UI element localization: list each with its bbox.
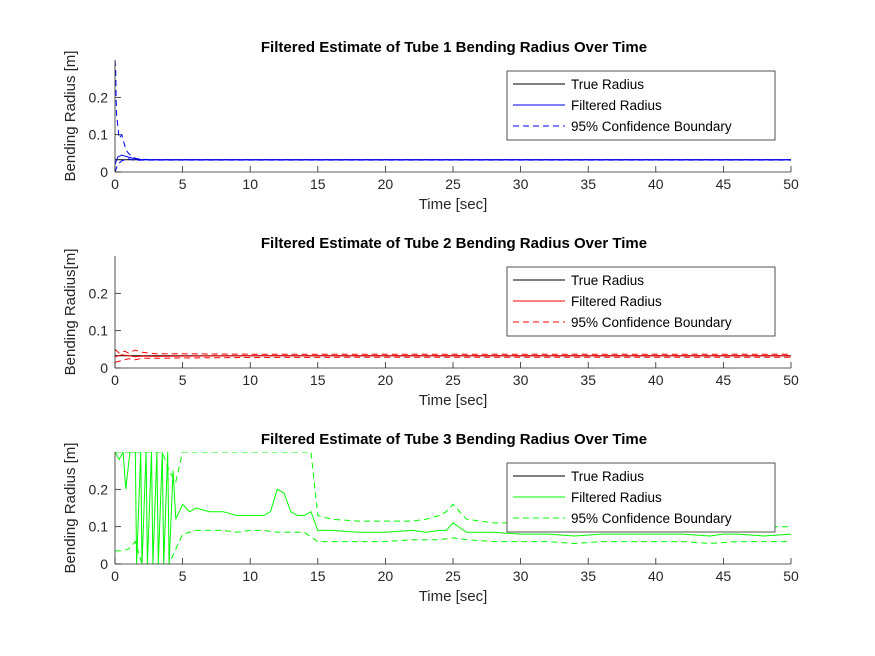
chart-title: Filtered Estimate of Tube 1 Bending Radi… (261, 39, 647, 56)
legend-label: Filtered Radius (571, 98, 662, 113)
legend-label: 95% Confidence Boundary (571, 315, 732, 330)
x-tick-label: 10 (242, 568, 258, 584)
chart-panel-3: 0 5 10 15 20 25 30 35 40 45 50 0 0.1 0.2 Filtered Esti… (62, 431, 799, 605)
x-tick-label: 45 (716, 568, 732, 584)
y-axis-label: Bending Radius [m] (62, 51, 79, 182)
legend-label: 95% Confidence Boundary (571, 119, 732, 134)
x-tick-label: 25 (445, 372, 461, 388)
confidence-boundary-line (115, 348, 791, 355)
x-tick-label: 5 (179, 372, 187, 388)
x-tick-label: 5 (179, 176, 187, 192)
x-tick-label: 15 (310, 372, 326, 388)
x-axis-label: Time [sec] (419, 196, 488, 213)
legend-label: True Radius (571, 469, 644, 484)
y-tick-label: 0.2 (89, 285, 109, 301)
y-tick-label: 0.1 (89, 127, 109, 143)
legend-label: 95% Confidence Boundary (571, 511, 732, 526)
confidence-boundary-line (115, 158, 791, 172)
x-tick-label: 10 (242, 372, 258, 388)
x-tick-label: 0 (111, 568, 119, 584)
series-group (115, 452, 791, 564)
confidence-boundary-line (115, 60, 791, 161)
x-tick-label: 10 (242, 176, 258, 192)
chart-panel-2: 0 5 10 15 20 25 30 35 40 45 50 0 0.1 0.2 Filtered Esti… (62, 235, 799, 409)
y-tick-label: 0 (100, 556, 108, 572)
legend-label: True Radius (571, 77, 644, 92)
y-tick-label: 0.2 (89, 89, 109, 105)
x-tick-label: 45 (716, 176, 732, 192)
confidence-boundary-line (115, 356, 791, 363)
x-tick-label: 40 (648, 176, 664, 192)
x-tick-label: 20 (378, 372, 394, 388)
x-tick-label: 50 (783, 568, 799, 584)
y-tick-label: 0.1 (89, 323, 109, 339)
x-tick-label: 25 (445, 176, 461, 192)
y-tick-label: 0.1 (89, 519, 109, 535)
x-tick-label: 50 (783, 176, 799, 192)
x-tick-label: 0 (111, 372, 119, 388)
x-tick-label: 30 (513, 176, 529, 192)
x-tick-label: 50 (783, 372, 799, 388)
x-tick-label: 15 (310, 176, 326, 192)
series-group (115, 348, 791, 363)
confidence-boundary-line (115, 529, 791, 564)
x-tick-label: 35 (580, 176, 596, 192)
legend-label: Filtered Radius (571, 294, 662, 309)
x-tick-label: 30 (513, 568, 529, 584)
legend-label: Filtered Radius (571, 490, 662, 505)
x-tick-label: 5 (179, 568, 187, 584)
x-axis-label: Time [sec] (419, 588, 488, 605)
x-tick-label: 40 (648, 372, 664, 388)
legend: True Radius Filtered Radius 95% Confidence… (506, 70, 776, 141)
filtered-radius-line (115, 452, 791, 564)
legend: True Radius Filtered Radius 95% Confidence… (506, 462, 776, 533)
legend-label: True Radius (571, 273, 644, 288)
y-tick-label: 0 (100, 360, 108, 376)
legend: True Radius Filtered Radius 95% Confidence… (506, 266, 776, 337)
y-tick-label: 0.2 (89, 481, 109, 497)
x-tick-label: 20 (378, 176, 394, 192)
x-tick-label: 0 (111, 176, 119, 192)
x-tick-label: 35 (580, 372, 596, 388)
x-tick-label: 45 (716, 372, 732, 388)
chart-title: Filtered Estimate of Tube 3 Bending Radi… (261, 431, 647, 448)
y-tick-label: 0 (100, 164, 108, 180)
x-tick-label: 40 (648, 568, 664, 584)
filtered-radius-line (115, 354, 791, 358)
x-tick-label: 20 (378, 568, 394, 584)
x-tick-label: 15 (310, 568, 326, 584)
y-axis-label: Bending Radius [m] (62, 443, 79, 574)
series-group (115, 60, 791, 172)
x-tick-label: 30 (513, 372, 529, 388)
chart-panel-1: 0 5 10 15 20 25 30 35 40 45 50 0 0.1 0.2 Filtered Esti… (62, 39, 799, 213)
x-axis-label: Time [sec] (419, 392, 488, 409)
y-axis-label: Bending Radius[m] (62, 249, 79, 376)
chart-title: Filtered Estimate of Tube 2 Bending Radi… (261, 235, 647, 252)
x-tick-label: 25 (445, 568, 461, 584)
x-tick-label: 35 (580, 568, 596, 584)
